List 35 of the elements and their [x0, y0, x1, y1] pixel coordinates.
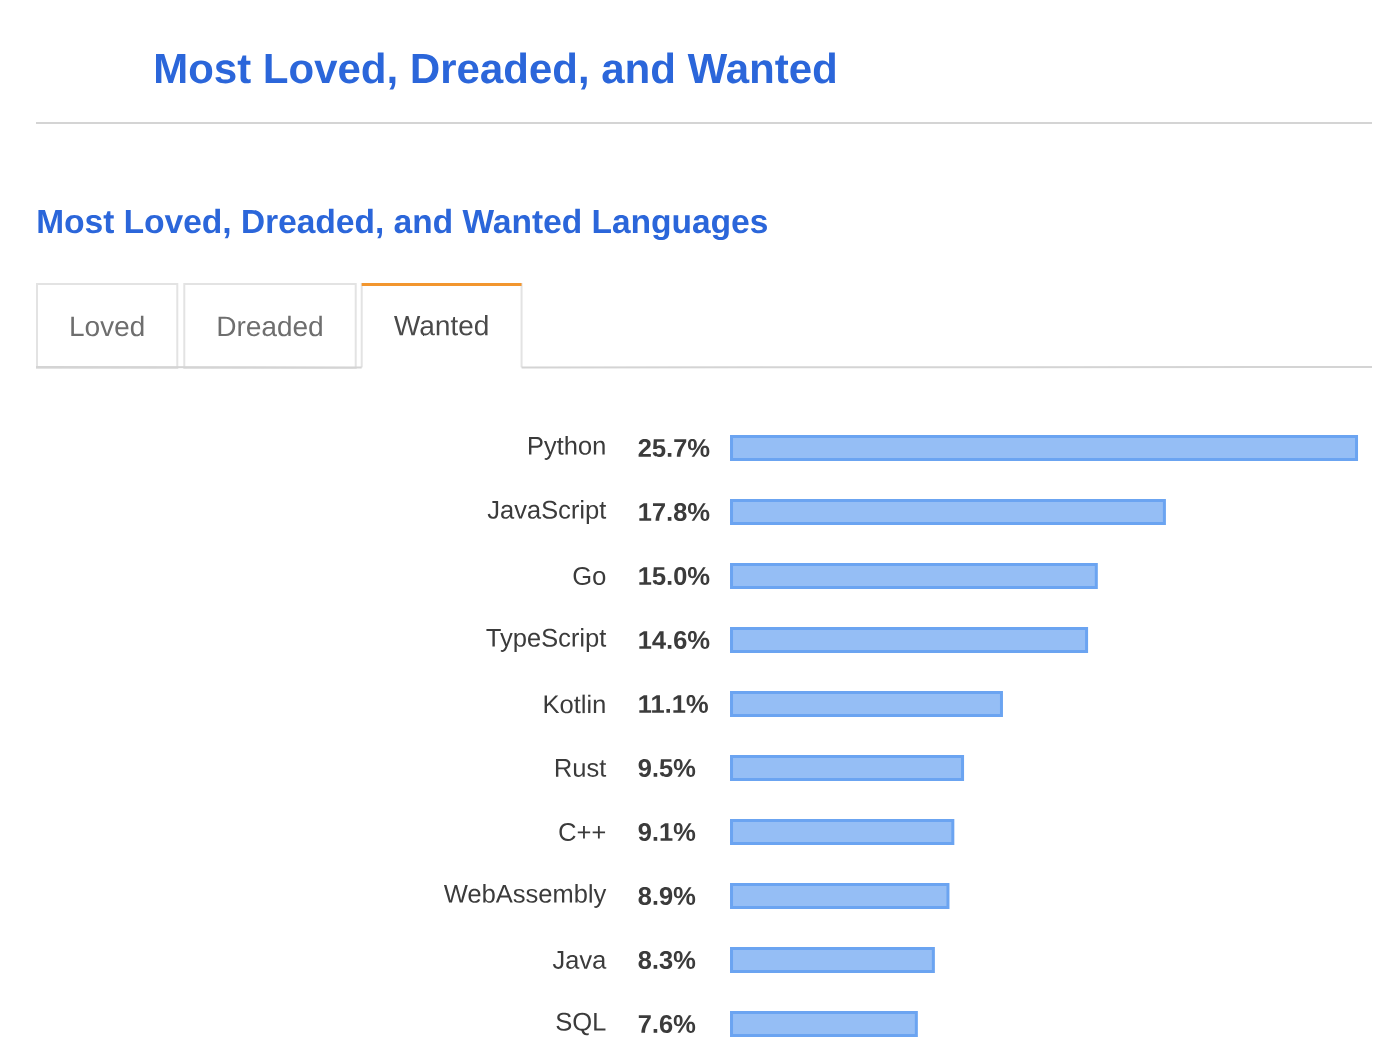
- bar: [730, 499, 1166, 525]
- data-label: 9.1%: [638, 822, 696, 842]
- data-label: 14.6%: [639, 630, 710, 650]
- y-tick-label: Rust: [555, 759, 607, 777]
- data-label: 11.1%: [639, 695, 708, 713]
- bar: [730, 755, 965, 781]
- data-label: 9.5%: [638, 758, 696, 778]
- bar: [730, 947, 935, 973]
- data-label: 7.6%: [638, 1014, 696, 1034]
- data-label: 8.3%: [638, 950, 696, 970]
- bar: [730, 883, 950, 909]
- y-tick-label: Java: [552, 951, 607, 969]
- bar: [730, 819, 955, 845]
- text: Dreaded: [218, 315, 322, 337]
- text: Most Loved, Dreaded, and Wanted Languages: [38, 208, 767, 241]
- bar: [730, 627, 1089, 653]
- bar: [730, 1011, 918, 1037]
- y-tick-label: Kotlin: [544, 694, 605, 714]
- y-tick-label: Python: [529, 436, 605, 460]
- bar: [730, 563, 1098, 589]
- chart-title: Most Loved, Dreaded, and Wanted: [156, 52, 835, 90]
- y-tick-label: JavaScript: [487, 500, 607, 524]
- y-tick-label: Go: [573, 566, 606, 586]
- data-label: 8.9%: [638, 886, 696, 906]
- text: Wanted: [394, 314, 488, 336]
- data-label: 25.7%: [638, 438, 710, 458]
- bar: [730, 434, 1359, 461]
- y-tick-label: TypeScript: [486, 628, 607, 652]
- y-tick-label: SQL: [556, 1012, 606, 1036]
- data-label: 17.8%: [639, 502, 710, 522]
- bar: [730, 691, 1003, 717]
- text: Loved: [71, 315, 144, 337]
- y-tick-label: WebAssembly: [443, 884, 607, 908]
- y-tick-label: C++: [559, 822, 606, 842]
- data-label: 15.0%: [639, 566, 710, 586]
